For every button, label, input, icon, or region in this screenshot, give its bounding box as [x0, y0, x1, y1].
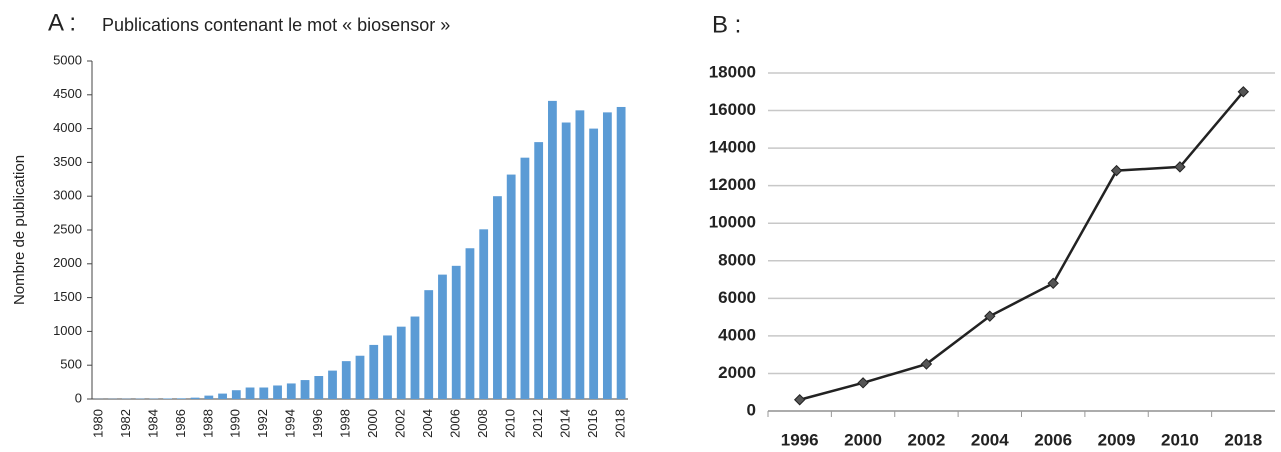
bar — [493, 196, 502, 399]
y-tick-label: 500 — [60, 357, 82, 372]
marker — [857, 377, 869, 389]
y-tick-label: 4000 — [718, 325, 756, 344]
line — [799, 90, 1245, 401]
bar — [479, 229, 489, 399]
bar — [286, 383, 296, 399]
chart-title: Publications contenant le mot « biosenso… — [102, 15, 450, 35]
bar — [410, 316, 420, 399]
bar — [163, 398, 172, 399]
bar — [300, 380, 310, 399]
y-tick-label: 2000 — [53, 255, 82, 270]
bar — [589, 128, 599, 399]
bar — [176, 398, 186, 399]
y-tick-label: 4000 — [53, 120, 82, 135]
x-tick-label: 2014 — [558, 409, 573, 438]
bar — [575, 110, 585, 400]
bar — [616, 106, 626, 399]
bar — [438, 274, 447, 399]
bar — [218, 393, 227, 399]
bar — [190, 397, 200, 399]
x-tick-label: 1992 — [255, 409, 270, 438]
bar — [204, 395, 214, 399]
y-tick-label: 6000 — [718, 288, 756, 307]
x-tick-label: 2004 — [971, 430, 1009, 449]
bar — [534, 142, 544, 399]
bar — [341, 361, 351, 399]
x-tick-label: 2009 — [1098, 430, 1136, 449]
x-tick-label: 2012 — [530, 409, 545, 438]
x-tick-label: 2002 — [908, 430, 946, 449]
bar — [424, 290, 434, 399]
marker — [984, 310, 996, 322]
x-tick-label: 2008 — [475, 409, 490, 438]
marker — [920, 358, 933, 370]
y-tick-label: 16000 — [709, 100, 756, 119]
y-tick-label: 0 — [747, 400, 756, 419]
y-tick-label: 10000 — [709, 213, 756, 232]
bar — [355, 355, 365, 399]
x-tick-label: 1994 — [283, 409, 298, 438]
bar — [245, 387, 255, 399]
bar — [231, 390, 241, 399]
bar — [520, 157, 530, 399]
x-tick-label: 1984 — [145, 409, 160, 438]
y-axis-label: Nombre de publication — [11, 155, 28, 305]
bar — [383, 335, 392, 399]
x-tick-label: 2000 — [365, 409, 380, 438]
x-tick-label: 2016 — [585, 409, 600, 438]
x-tick-label: 1986 — [173, 409, 188, 438]
x-tick-label: 2006 — [1034, 430, 1072, 449]
x-tick-label: 2004 — [420, 409, 435, 438]
x-tick-label: 1982 — [118, 409, 133, 438]
y-tick-label: 2000 — [718, 363, 756, 382]
x-tick-label: 1980 — [90, 409, 105, 438]
y-tick-label: 1000 — [53, 323, 82, 338]
marker — [793, 394, 806, 406]
x-tick-label: 2018 — [613, 409, 628, 438]
y-tick-label: 14000 — [709, 138, 756, 157]
bar — [314, 376, 324, 399]
bar — [396, 326, 406, 399]
panel-label: A : — [48, 9, 76, 36]
bar — [506, 174, 516, 399]
x-tick-label: 2018 — [1224, 430, 1262, 449]
x-tick-label: 2002 — [393, 409, 408, 438]
marker — [1237, 86, 1250, 98]
y-tick-label: 5000 — [53, 52, 82, 67]
y-tick-label: 2500 — [53, 221, 82, 236]
x-tick-label: 1990 — [228, 409, 243, 438]
marker — [1047, 277, 1059, 290]
panel-label: B : — [712, 11, 741, 38]
bar — [561, 122, 571, 400]
y-tick-label: 12000 — [709, 175, 756, 194]
marker — [1174, 161, 1186, 173]
bar — [369, 344, 379, 399]
y-tick-label: 3500 — [53, 154, 82, 169]
y-tick-label: 4500 — [53, 86, 82, 101]
bar — [259, 387, 269, 399]
x-tick-label: 1996 — [781, 430, 819, 449]
x-tick-label: 1998 — [338, 409, 353, 438]
x-tick-label: 2000 — [844, 430, 882, 449]
bar — [328, 370, 337, 399]
y-tick-label: 8000 — [718, 250, 756, 269]
y-tick-label: 18000 — [709, 62, 756, 81]
x-tick-label: 2006 — [448, 409, 463, 438]
bar — [451, 265, 461, 399]
y-tick-label: 1500 — [53, 289, 82, 304]
x-tick-label: 2010 — [1161, 430, 1199, 449]
marker — [1110, 164, 1123, 177]
bar — [465, 248, 475, 399]
x-tick-label: 2010 — [503, 409, 518, 438]
x-tick-label: 1988 — [200, 409, 215, 438]
bar — [548, 100, 557, 399]
y-tick-label: 0 — [75, 390, 82, 405]
bar — [602, 112, 612, 399]
x-tick-label: 1996 — [310, 409, 325, 438]
y-tick-label: 3000 — [53, 188, 82, 203]
bar — [273, 385, 282, 399]
